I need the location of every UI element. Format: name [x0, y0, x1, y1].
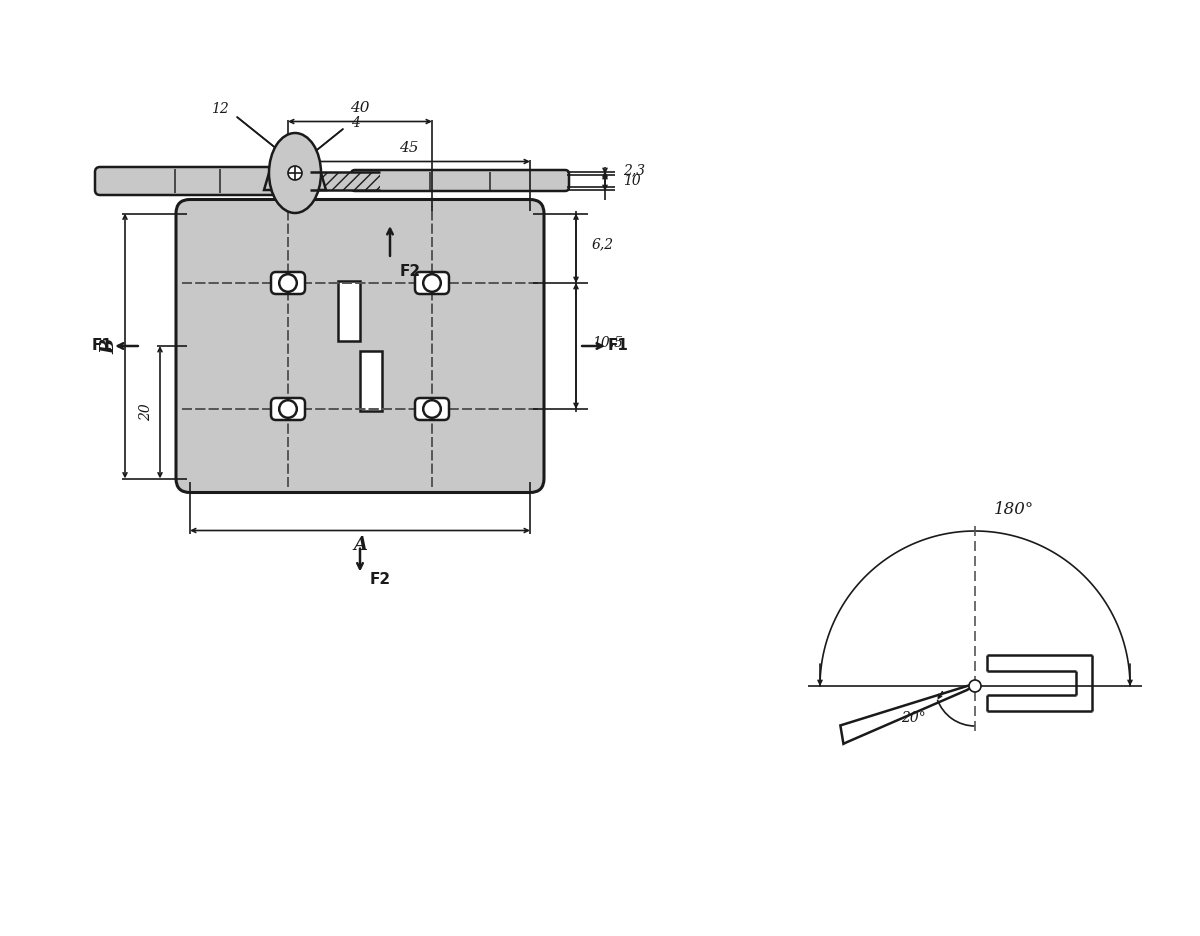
- Text: 180°: 180°: [994, 501, 1034, 518]
- Bar: [360, 351, 382, 411]
- Text: 10,5: 10,5: [592, 335, 623, 349]
- Text: 2,3: 2,3: [623, 164, 646, 178]
- Text: F1: F1: [91, 339, 113, 354]
- Text: F2: F2: [400, 264, 421, 279]
- Circle shape: [424, 401, 440, 417]
- Text: B: B: [100, 339, 118, 354]
- FancyBboxPatch shape: [415, 272, 449, 294]
- Circle shape: [280, 401, 296, 417]
- Text: 20°: 20°: [901, 711, 925, 725]
- FancyBboxPatch shape: [415, 398, 449, 420]
- Ellipse shape: [269, 133, 322, 213]
- Text: A: A: [353, 536, 367, 554]
- Text: F2: F2: [370, 572, 391, 587]
- Text: 4: 4: [352, 116, 360, 130]
- FancyBboxPatch shape: [176, 199, 544, 492]
- Text: F1: F1: [607, 339, 629, 354]
- Polygon shape: [264, 173, 302, 190]
- Text: 10: 10: [623, 174, 641, 188]
- FancyBboxPatch shape: [95, 167, 287, 195]
- FancyBboxPatch shape: [271, 398, 305, 420]
- Bar: [338, 281, 360, 341]
- Text: 12: 12: [211, 102, 229, 116]
- Text: 6,2: 6,2: [592, 237, 614, 251]
- Circle shape: [970, 680, 982, 692]
- Text: 45: 45: [400, 141, 419, 155]
- Bar: [310, 172, 380, 190]
- Text: 20: 20: [139, 403, 154, 421]
- FancyBboxPatch shape: [352, 170, 569, 191]
- Circle shape: [424, 274, 440, 292]
- Polygon shape: [300, 172, 326, 190]
- Circle shape: [288, 166, 302, 180]
- Text: 40: 40: [350, 101, 370, 115]
- FancyBboxPatch shape: [271, 272, 305, 294]
- Circle shape: [280, 274, 296, 292]
